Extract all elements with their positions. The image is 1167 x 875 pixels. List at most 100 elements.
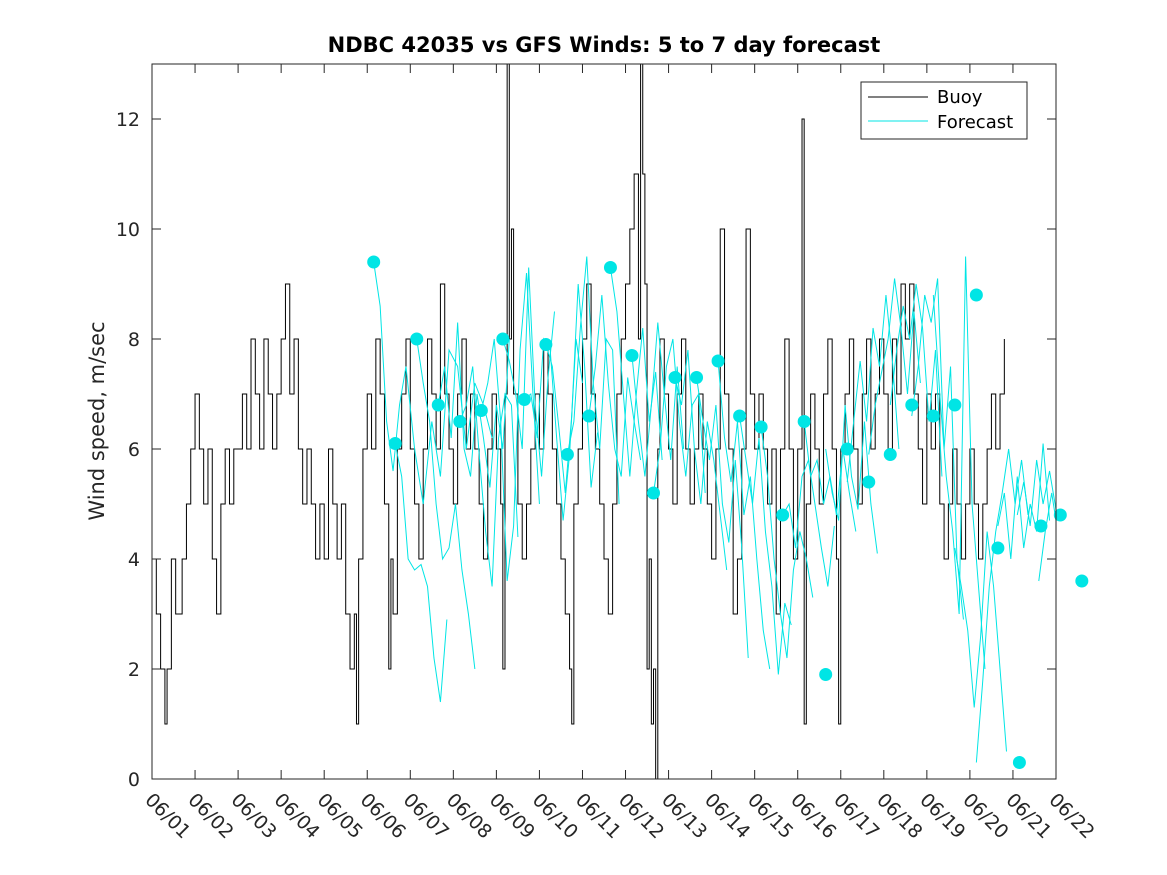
forecast-marker-24 [883,448,897,461]
y-tick-label: 0 [128,769,140,791]
forecast-line-26 [932,256,986,670]
x-tick-label: 06/11 [571,789,625,843]
x-tick-label: 06/17 [829,789,883,843]
forecast-marker-29 [991,541,1005,555]
forecast-marker-12 [625,349,639,362]
forecast-line-1 [394,443,448,703]
forecast-line-30 [1016,459,1056,527]
forecast-line-10 [588,294,642,477]
y-tick-label: 10 [116,219,140,241]
forecast-marker-1 [388,437,402,450]
forecast-marker-30 [1012,756,1026,769]
forecast-marker-15 [690,371,704,384]
forecast-line-11 [609,267,663,477]
forecast-line-15 [696,377,749,659]
y-axis: 0 2 4 6 8 10 12 [116,109,1056,791]
x-tick-label: 06/12 [614,789,668,843]
buoy-line [152,64,1005,779]
y-axis-label: Wind speed, m/sec [85,321,109,520]
forecast-line-6 [502,267,555,477]
forecast-marker-23 [862,475,876,489]
x-tick-label: 06/13 [657,789,711,843]
forecast-marker-0 [367,255,381,269]
x-tick-label: 06/18 [872,789,926,843]
forecast-line-14 [674,349,728,571]
forecast-line-4 [459,366,519,587]
forecast-line-8 [545,283,599,494]
forecast-marker-10 [582,409,596,423]
x-tick-label: 06/21 [1001,789,1055,843]
x-tick-label: 06/04 [270,789,324,843]
forecast-marker-6 [496,332,510,346]
forecast-marker-14 [668,371,682,384]
forecast-line-13 [653,338,706,494]
forecast-line-18 [760,426,814,659]
x-tick-label: 06/03 [227,789,281,843]
forecast-line-23 [868,278,921,455]
forecast-marker-19 [776,508,790,522]
y-tick-label: 8 [128,329,140,351]
y-tick-label: 6 [128,439,140,461]
forecast-line-5 [480,272,540,582]
x-tick-label: 06/22 [1044,789,1098,843]
forecast-marker-33 [1075,574,1089,588]
y-tick-label: 12 [116,109,140,131]
forecast-line-25 [911,278,964,620]
forecast-marker-3 [431,398,445,412]
x-tick-label: 06/08 [442,789,496,843]
forecast-marker-27 [948,398,962,412]
legend-label-forecast: Forecast [937,112,1013,133]
legend-box [860,81,1028,140]
x-tick-label: 06/19 [915,789,969,843]
forecast-marker-2 [410,332,424,346]
forecast-line-12 [631,322,685,477]
forecast-line-24 [889,283,943,477]
x-tick-label: 06/01 [140,789,194,843]
forecast-marker-31 [1034,519,1048,533]
x-tick-label: 06/09 [485,789,539,843]
forecast-marker-17 [733,409,747,423]
legend-label-buoy: Buoy [937,87,983,108]
forecast-line-3 [437,322,510,488]
forecast-marker-28 [969,288,983,302]
plot-area [152,64,1056,779]
x-tick-label: 06/14 [700,789,754,843]
forecast-marker-11 [603,261,617,274]
forecast-line-28 [975,448,1029,763]
plot-frame [151,63,1057,780]
y-tick-label: 2 [128,659,140,681]
forecast-marker-5 [474,404,488,417]
x-tick-label: 06/05 [313,789,367,843]
forecast-line-2 [416,338,476,670]
forecast-line-22 [846,294,900,483]
forecast-line-16 [717,360,771,670]
x-tick-label: 06/02 [184,789,238,843]
forecast-marker-9 [560,448,574,461]
x-tick-label: 06/07 [399,789,453,843]
x-tick-label: 06/06 [356,789,410,843]
forecast-marker-20 [797,415,811,428]
forecast-marker-7 [517,393,531,406]
x-tick-label: 06/15 [743,789,797,843]
x-tick-label: 06/20 [958,789,1012,843]
legend: Buoy Forecast [860,81,1028,140]
forecast-marker-13 [647,486,661,500]
forecast-marker-layer [367,255,1089,769]
forecast-marker-4 [453,415,467,428]
chart-title: NDBC 42035 vs GFS Winds: 5 to 7 day fore… [328,33,881,57]
forecast-marker-22 [840,442,854,456]
forecast-marker-26 [926,409,940,423]
forecast-line-29 [997,443,1051,560]
x-tick-label: 06/16 [786,789,840,843]
forecast-line-31 [1038,492,1056,582]
forecast-line-27 [954,531,1007,752]
forecast-marker-8 [539,338,553,351]
forecast-marker-18 [754,420,768,434]
buoy-series-layer [152,64,1005,779]
y-tick-label: 4 [128,549,140,571]
forecast-marker-21 [819,668,833,681]
x-tick-label: 06/10 [528,789,582,843]
forecast-marker-32 [1053,508,1067,522]
forecast-marker-16 [711,354,725,368]
